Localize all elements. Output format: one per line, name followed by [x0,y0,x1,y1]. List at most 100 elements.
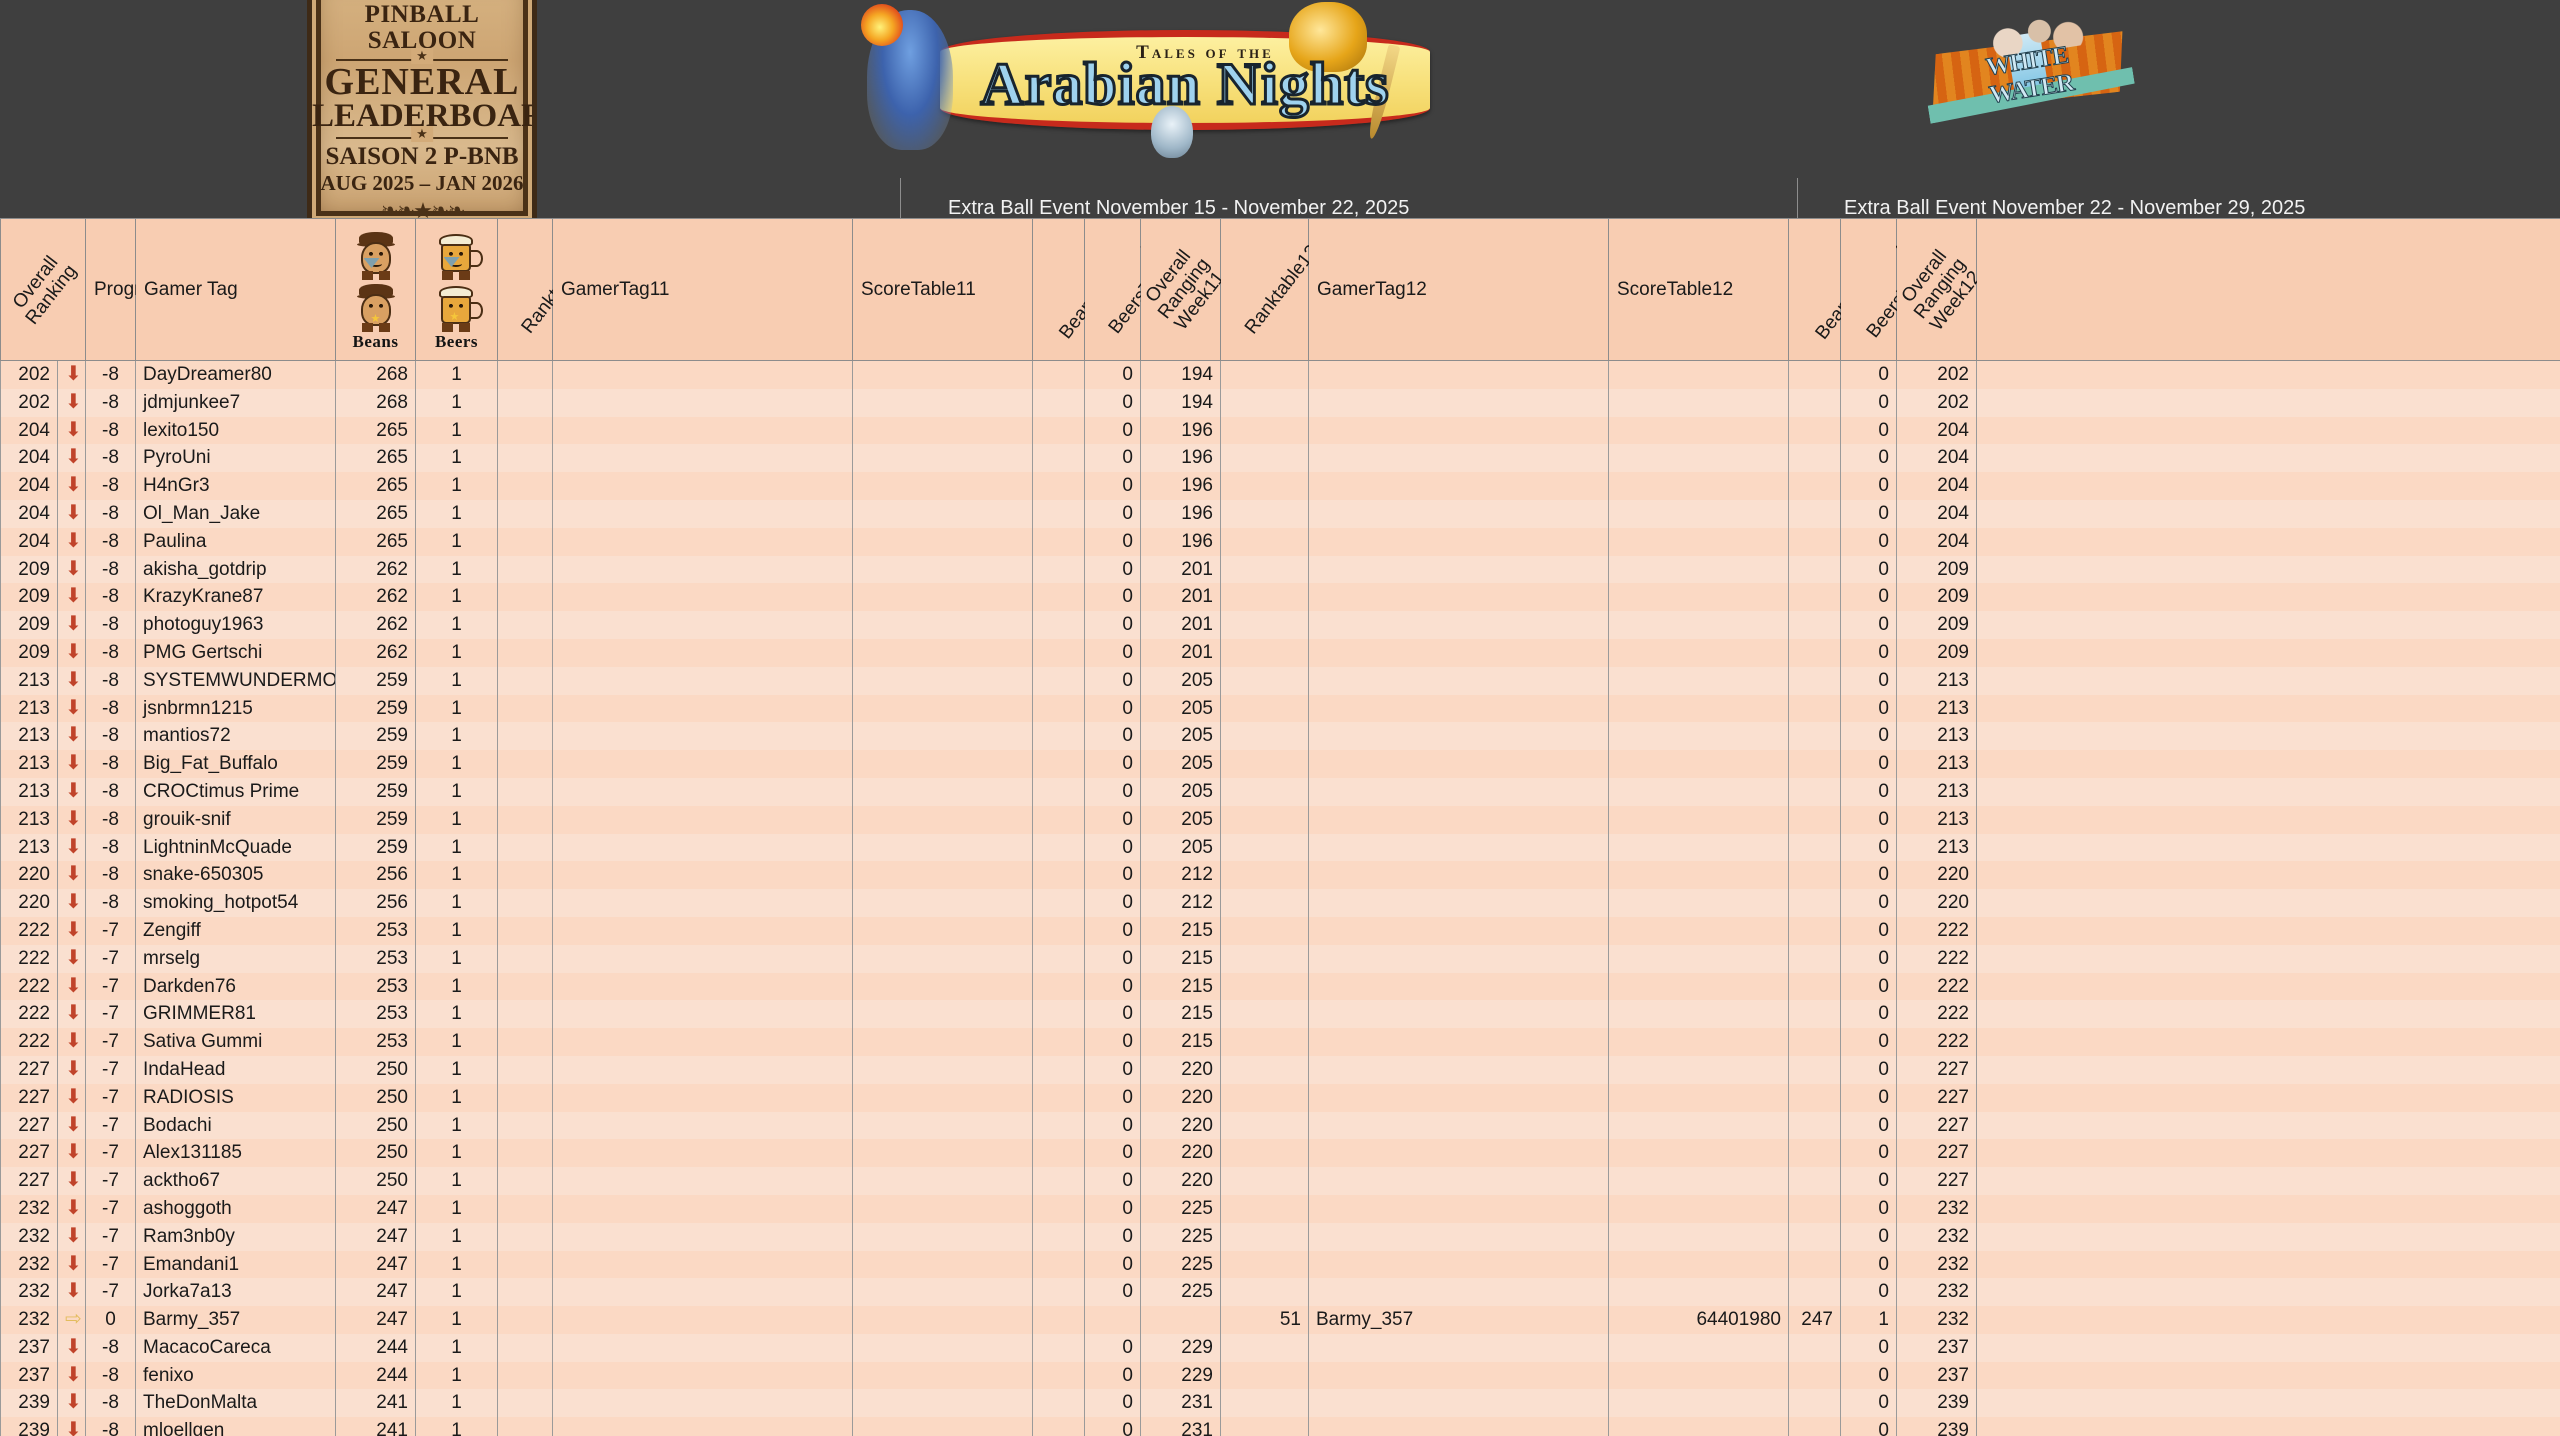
cell-beerstable12[interactable]: 0 [1840,527,1897,556]
cell-overall-week11[interactable]: 231 [1140,1417,1221,1436]
cell-overall-week11[interactable]: 212 [1140,889,1221,917]
cell-beerstable12[interactable]: 0 [1840,388,1897,417]
cell-ranktable12[interactable] [1220,1250,1309,1279]
cell-scoretable12[interactable] [1608,1083,1789,1112]
cell-beanstable12[interactable] [1788,1055,1841,1084]
cell-ranktable12[interactable] [1220,1278,1309,1307]
cell-overall-ranking[interactable]: 227 [0,1111,58,1140]
cell-overall-week12[interactable]: 213 [1896,805,1977,834]
cell-beerstable12[interactable]: 0 [1840,1083,1897,1112]
cell-scoretable12[interactable] [1608,1000,1789,1029]
cell-beerstable1[interactable] [1084,1306,1141,1334]
cell-gamertag11[interactable] [552,444,853,473]
cell-progress-delta[interactable]: -7 [85,1250,136,1279]
cell-beans[interactable]: 268 [335,388,416,417]
table-row[interactable]: 209 ⬇ -8 PMG Gertschi 262 1 0 201 0 209 [0,638,2560,667]
cell-overall-ranking[interactable]: 213 [0,805,58,834]
cell-beerstable1[interactable]: 0 [1084,583,1141,612]
cell-progress-delta[interactable]: -7 [85,1167,136,1195]
cell-beans[interactable]: 268 [335,360,416,389]
cell-beerstable12[interactable]: 0 [1840,833,1897,862]
cell-progress-delta[interactable]: -8 [85,889,136,917]
cell-beanstable11[interactable] [1032,472,1085,500]
cell-ranktable12[interactable] [1220,722,1309,751]
cell-overall-week12[interactable]: 227 [1896,1083,1977,1112]
th-gamertag12[interactable]: GamerTag12 [1308,218,1609,361]
cell-gamertag11[interactable] [552,694,853,723]
cell-overall-week12[interactable]: 202 [1896,388,1977,417]
cell-progress-delta[interactable]: -7 [85,916,136,945]
cell-scoretable11[interactable] [852,1417,1033,1436]
table-row[interactable]: 204 ⬇ -8 Paulina 265 1 0 196 0 204 [0,527,2560,556]
cell-beanstable11[interactable] [1032,388,1085,417]
th-ranktable12[interactable]: Ranktable12 [1220,218,1323,361]
cell-progress-delta[interactable]: -7 [85,1083,136,1112]
cell-gamer-tag[interactable]: smoking_hotpot54 [135,889,336,917]
cell-beerstable1[interactable]: 0 [1084,527,1141,556]
cell-gamertag11[interactable] [552,1139,853,1168]
cell-ranktable12[interactable] [1220,666,1309,695]
cell-ranktable12[interactable] [1220,1055,1309,1084]
cell-gamer-tag[interactable]: H4nGr3 [135,472,336,500]
cell-beanstable11[interactable] [1032,666,1085,695]
cell-overall-week11[interactable]: 194 [1140,360,1221,389]
cell-beanstable11[interactable] [1032,1222,1085,1251]
cell-beers[interactable]: 1 [415,583,498,612]
cell-beans[interactable]: 244 [335,1361,416,1390]
cell-beerstable12[interactable]: 0 [1840,666,1897,695]
cell-gamertag11[interactable] [552,1306,853,1334]
cell-overall-week11[interactable]: 229 [1140,1333,1221,1362]
cell-beerstable1[interactable]: 0 [1084,1000,1141,1029]
cell-beanstable11[interactable] [1032,916,1085,945]
cell-beanstable11[interactable] [1032,694,1085,723]
cell-scoretable12[interactable] [1608,611,1789,639]
cell-ranktable12[interactable] [1220,916,1309,945]
cell-beanstable12[interactable] [1788,722,1841,751]
cell-beers[interactable]: 1 [415,694,498,723]
cell-scoretable11[interactable] [852,1250,1033,1279]
cell-gamer-tag[interactable]: KrazyKrane87 [135,583,336,612]
cell-progress-delta[interactable]: -7 [85,1278,136,1307]
cell-ranktable12[interactable] [1220,1194,1309,1223]
cell-beanstable12[interactable] [1788,972,1841,1001]
cell-gamertag12[interactable] [1308,694,1609,723]
cell-beanstable12[interactable] [1788,527,1841,556]
cell-ranktable12[interactable] [1220,889,1309,917]
cell-beanstable11[interactable] [1032,1417,1085,1436]
cell-progress-delta[interactable]: -8 [85,472,136,500]
cell-scoretable11[interactable] [852,1083,1033,1112]
cell-beerstable1[interactable]: 0 [1084,555,1141,584]
cell-ranktable12[interactable] [1220,638,1309,667]
cell-scoretable12[interactable] [1608,1139,1789,1168]
cell-overall-week12[interactable]: 239 [1896,1417,1977,1436]
table-row[interactable]: 213 ⬇ -8 Big_Fat_Buffalo 259 1 0 205 0 213 [0,750,2560,778]
cell-gamertag11[interactable] [552,777,853,806]
cell-progress-delta[interactable]: -8 [85,1361,136,1390]
cell-overall-week12[interactable]: 204 [1896,527,1977,556]
cell-overall-ranking[interactable]: 204 [0,527,58,556]
th-ranktable11[interactable]: Ranktable11 [497,218,599,361]
cell-beerstable1[interactable]: 0 [1084,1111,1141,1140]
cell-ranktable11[interactable] [497,972,553,1001]
cell-overall-week11[interactable]: 196 [1140,472,1221,500]
cell-overall-week12[interactable]: 227 [1896,1167,1977,1195]
cell-scoretable11[interactable] [852,916,1033,945]
table-row[interactable]: 222 ⬇ -7 mrselg 253 1 0 215 0 222 [0,944,2560,973]
cell-beerstable12[interactable]: 0 [1840,916,1897,945]
th-gamer-tag[interactable]: Gamer Tag [135,218,336,361]
cell-progress-delta[interactable]: -8 [85,722,136,751]
cell-gamertag11[interactable] [552,416,853,445]
cell-gamertag11[interactable] [552,527,853,556]
cell-progress-delta[interactable]: -8 [85,1333,136,1362]
cell-scoretable11[interactable] [852,638,1033,667]
cell-ranktable11[interactable] [497,1250,553,1279]
cell-gamertag12[interactable] [1308,1250,1609,1279]
cell-beers[interactable]: 1 [415,777,498,806]
th-beans[interactable]: ★ Beans [335,218,416,361]
cell-beanstable12[interactable] [1788,1028,1841,1056]
cell-overall-week11[interactable]: 205 [1140,805,1221,834]
cell-progress-delta[interactable]: -8 [85,555,136,584]
cell-beerstable12[interactable]: 0 [1840,1167,1897,1195]
cell-overall-ranking[interactable]: 227 [0,1167,58,1195]
cell-gamertag12[interactable] [1308,1194,1609,1223]
